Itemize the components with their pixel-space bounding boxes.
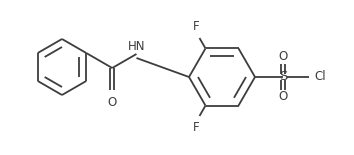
- Text: F: F: [193, 121, 200, 134]
- Text: O: O: [108, 96, 117, 109]
- Text: F: F: [193, 20, 200, 33]
- Text: HN: HN: [128, 40, 145, 53]
- Text: S: S: [279, 71, 287, 84]
- Text: Cl: Cl: [314, 71, 326, 84]
- Text: O: O: [278, 51, 287, 64]
- Text: O: O: [278, 91, 287, 104]
